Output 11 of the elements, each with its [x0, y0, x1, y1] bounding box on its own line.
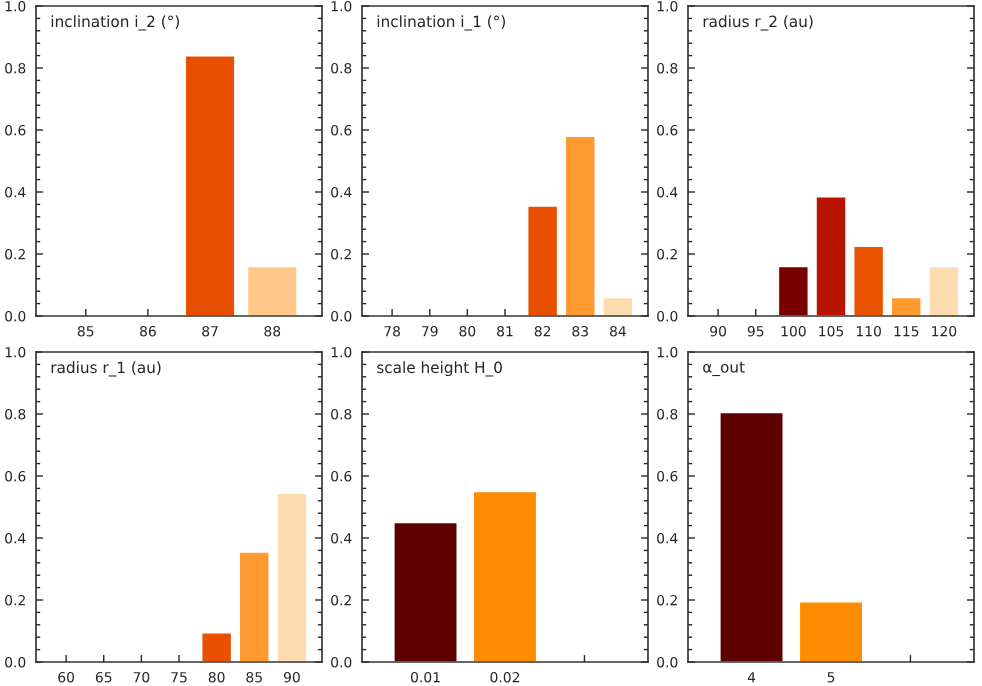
bar — [815, 195, 847, 316]
bar — [564, 135, 597, 316]
bar — [238, 551, 271, 662]
bar — [890, 296, 923, 316]
bar — [200, 631, 233, 662]
bar — [602, 296, 634, 316]
bar — [852, 245, 885, 316]
bar — [928, 265, 960, 316]
bar — [777, 265, 810, 316]
bar — [526, 205, 559, 316]
bar — [276, 492, 308, 662]
